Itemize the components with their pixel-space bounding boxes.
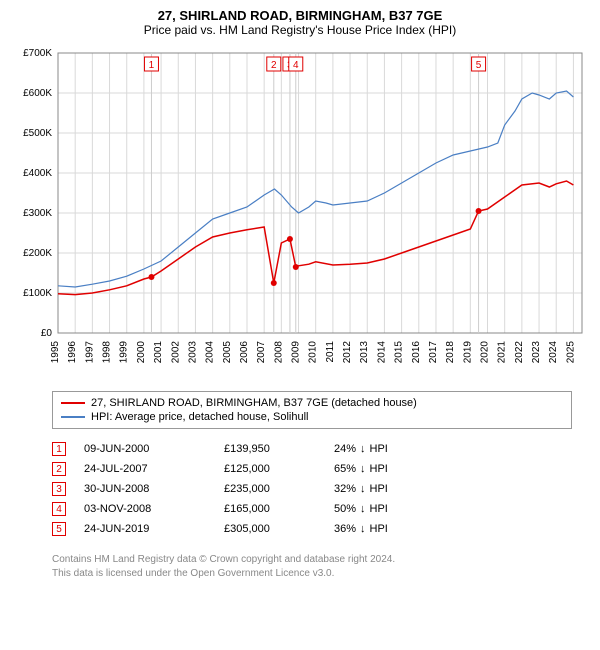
marker-row: 4 03-NOV-2008£165,00050%↓HPI <box>52 499 572 519</box>
svg-text:2011: 2011 <box>325 341 336 363</box>
svg-text:2023: 2023 <box>531 341 542 364</box>
svg-text:2003: 2003 <box>187 341 198 364</box>
marker-number-box: 3 <box>52 482 66 496</box>
svg-text:1997: 1997 <box>84 341 95 364</box>
svg-text:£500K: £500K <box>23 128 52 139</box>
svg-text:2002: 2002 <box>170 341 181 364</box>
svg-text:1999: 1999 <box>119 341 130 364</box>
marker-delta: 36%↓HPI <box>334 523 388 535</box>
svg-text:2021: 2021 <box>497 341 508 364</box>
svg-text:1: 1 <box>149 60 155 71</box>
legend-label: 27, SHIRLAND ROAD, BIRMINGHAM, B37 7GE (… <box>91 397 417 409</box>
marker-date: 09-JUN-2000 <box>84 443 224 455</box>
svg-text:£300K: £300K <box>23 208 52 219</box>
marker-delta: 65%↓HPI <box>334 463 388 475</box>
svg-text:£0: £0 <box>41 328 53 339</box>
legend-item-property: 27, SHIRLAND ROAD, BIRMINGHAM, B37 7GE (… <box>61 396 563 410</box>
svg-text:2001: 2001 <box>153 341 164 364</box>
marker-price: £165,000 <box>224 503 334 515</box>
marker-date: 24-JUL-2007 <box>84 463 224 475</box>
svg-text:2018: 2018 <box>445 341 456 364</box>
svg-text:2: 2 <box>271 60 277 71</box>
svg-text:2015: 2015 <box>394 341 405 364</box>
svg-text:£200K: £200K <box>23 248 52 259</box>
svg-text:2000: 2000 <box>136 341 147 364</box>
marker-delta: 50%↓HPI <box>334 503 388 515</box>
svg-text:2010: 2010 <box>308 341 319 364</box>
legend-swatch <box>61 416 85 418</box>
down-arrow-icon: ↓ <box>360 463 366 475</box>
svg-text:2013: 2013 <box>359 341 370 364</box>
legend: 27, SHIRLAND ROAD, BIRMINGHAM, B37 7GE (… <box>52 391 572 429</box>
line-chart-svg: £0 £100K £200K £300K £400K £500K £600K £700K 199… <box>10 43 590 383</box>
marker-number-box: 1 <box>52 442 66 456</box>
marker-price: £305,000 <box>224 523 334 535</box>
marker-table: 109-JUN-2000£139,95024%↓HPI224-JUL-2007£… <box>52 439 572 539</box>
svg-text:1995: 1995 <box>50 341 61 364</box>
marker-number-box: 5 <box>52 522 66 536</box>
svg-text:1998: 1998 <box>102 341 113 364</box>
svg-text:5: 5 <box>476 60 482 71</box>
down-arrow-icon: ↓ <box>360 483 366 495</box>
chart-title: 27, SHIRLAND ROAD, BIRMINGHAM, B37 7GE <box>10 8 590 23</box>
marker-price: £125,000 <box>224 463 334 475</box>
marker-date: 24-JUN-2019 <box>84 523 224 535</box>
legend-item-hpi: HPI: Average price, detached house, Soli… <box>61 410 563 424</box>
svg-text:2012: 2012 <box>342 341 353 364</box>
svg-text:2014: 2014 <box>376 341 387 364</box>
down-arrow-icon: ↓ <box>360 503 366 515</box>
svg-text:£700K: £700K <box>23 48 52 59</box>
svg-text:2020: 2020 <box>480 341 491 364</box>
svg-text:4: 4 <box>293 60 299 71</box>
svg-text:2024: 2024 <box>548 341 559 364</box>
svg-text:2016: 2016 <box>411 341 422 364</box>
svg-text:2004: 2004 <box>205 341 216 364</box>
svg-text:1996: 1996 <box>67 341 78 364</box>
svg-text:2009: 2009 <box>291 341 302 364</box>
marker-date: 03-NOV-2008 <box>84 503 224 515</box>
svg-text:2019: 2019 <box>462 341 473 364</box>
marker-delta: 24%↓HPI <box>334 443 388 455</box>
svg-text:2025: 2025 <box>565 341 576 364</box>
svg-text:£100K: £100K <box>23 288 52 299</box>
svg-text:2017: 2017 <box>428 341 439 364</box>
marker-price: £235,000 <box>224 483 334 495</box>
marker-number-box: 2 <box>52 462 66 476</box>
marker-row: 5 24-JUN-2019£305,00036%↓HPI <box>52 519 572 539</box>
legend-swatch <box>61 402 85 404</box>
marker-price: £139,950 <box>224 443 334 455</box>
svg-text:£600K: £600K <box>23 88 52 99</box>
footer-line: Contains HM Land Registry data © Crown c… <box>52 553 590 567</box>
chart-subtitle: Price paid vs. HM Land Registry's House … <box>10 23 590 37</box>
svg-text:£400K: £400K <box>23 168 52 179</box>
svg-text:2006: 2006 <box>239 341 250 364</box>
marker-delta: 32%↓HPI <box>334 483 388 495</box>
svg-text:2005: 2005 <box>222 341 233 364</box>
footer-attribution: Contains HM Land Registry data © Crown c… <box>52 553 590 580</box>
marker-date: 30-JUN-2008 <box>84 483 224 495</box>
svg-text:2022: 2022 <box>514 341 525 364</box>
svg-text:2008: 2008 <box>273 341 284 364</box>
marker-row: 3 30-JUN-2008£235,00032%↓HPI <box>52 479 572 499</box>
legend-label: HPI: Average price, detached house, Soli… <box>91 411 309 423</box>
chart-container: 27, SHIRLAND ROAD, BIRMINGHAM, B37 7GE P… <box>0 0 600 588</box>
down-arrow-icon: ↓ <box>360 443 366 455</box>
footer-line: This data is licensed under the Open Gov… <box>52 567 590 581</box>
down-arrow-icon: ↓ <box>360 523 366 535</box>
marker-row: 1 09-JUN-2000£139,95024%↓HPI <box>52 439 572 459</box>
chart-plot-area: £0 £100K £200K £300K £400K £500K £600K £700K 199… <box>10 43 590 383</box>
marker-number-box: 4 <box>52 502 66 516</box>
svg-text:2007: 2007 <box>256 341 267 364</box>
marker-row: 2 24-JUL-2007£125,00065%↓HPI <box>52 459 572 479</box>
